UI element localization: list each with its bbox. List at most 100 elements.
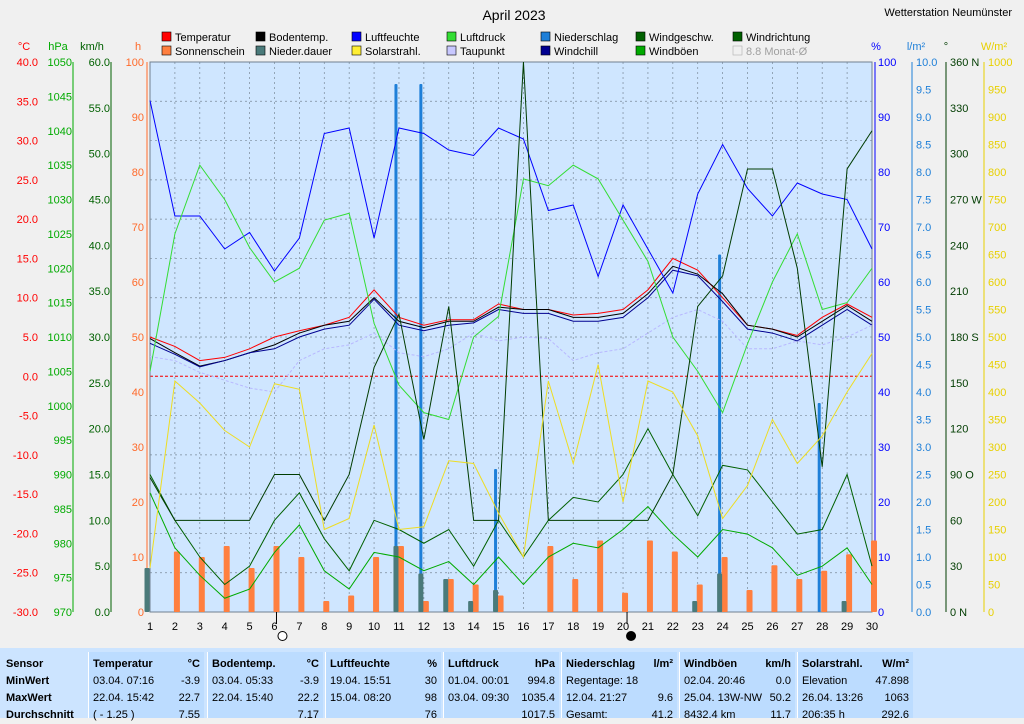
label-min: MinWert xyxy=(6,675,50,687)
sunshine-axis-label: h xyxy=(135,41,141,53)
wind-tick-label: 40.0 xyxy=(89,240,110,252)
stat-box-unit: l/m² xyxy=(653,658,673,670)
humidity-tick-label: 50 xyxy=(878,332,890,344)
humidity-tick-label: 20 xyxy=(878,497,890,509)
x-tick-label: 2 xyxy=(172,621,178,633)
stat-detail: 03.04. 07:16 xyxy=(93,675,155,687)
solar-tick-label: 600 xyxy=(988,277,1006,289)
temperature-tick-label: 20.0 xyxy=(17,214,38,226)
stat-row: 02.04. 20:46 0.0 xyxy=(684,673,791,690)
solar-tick-label: 0 xyxy=(988,607,994,619)
stat-detail: Elevation xyxy=(802,675,848,687)
stat-value: 7.55 xyxy=(178,709,200,721)
stat-box-4: Niederschlag l/m² Regentage: 18 12.04. 21:2… xyxy=(561,652,677,721)
x-tick-label: 12 xyxy=(418,621,430,633)
legend-label: 8.8 Monat-Ø xyxy=(746,46,808,58)
bar-sonnenschein xyxy=(796,579,803,612)
solar-axis-label: W/m² xyxy=(981,41,1008,53)
legend-label: Taupunkt xyxy=(460,46,505,58)
x-tick-label: 8 xyxy=(321,621,327,633)
stat-row: Elevation 47.898 xyxy=(802,673,909,690)
stat-value: 41.2 xyxy=(651,709,673,721)
wind-axis-label: km/h xyxy=(80,41,104,53)
pressure-tick-label: 1035 xyxy=(48,160,72,172)
bar-sonnenschein xyxy=(173,551,180,612)
solar-tick-label: 250 xyxy=(988,470,1006,482)
direction-tick-label: 150 xyxy=(950,378,968,390)
precip-tick-label: 0.5 xyxy=(916,580,931,592)
line-bodentemp xyxy=(149,265,873,367)
humidity-tick-label: 10 xyxy=(878,552,890,564)
stat-detail: 02.04. 20:46 xyxy=(684,675,746,687)
pressure-tick-label: 970 xyxy=(54,607,72,619)
bar-sonnenschein xyxy=(721,557,728,612)
stat-box-title: Niederschlag xyxy=(566,658,636,670)
wind-tick-label: 20.0 xyxy=(89,424,110,436)
legend-label: Windgeschw. xyxy=(649,32,714,44)
stat-box-6: Solarstrahl. W/m² Elevation 47.898 26.04. 13… xyxy=(797,652,913,721)
bar-sonnenschein xyxy=(373,557,380,612)
temperature-tick-label: 40.0 xyxy=(17,57,38,69)
humidity-tick-label: 30 xyxy=(878,442,890,454)
solar-tick-label: 750 xyxy=(988,195,1006,207)
weather-chart: April 2023 Wetterstation Neumünster °C40… xyxy=(12,7,1013,641)
line-windrichtung xyxy=(149,61,873,522)
x-tick-label: 9 xyxy=(346,621,352,633)
stat-value: 30 xyxy=(424,675,437,687)
temperature-tick-label: 0.0 xyxy=(23,371,38,383)
stat-box-unit: °C xyxy=(306,658,319,670)
x-tick-label: 26 xyxy=(766,621,778,633)
precip-tick-label: 2.5 xyxy=(916,470,931,482)
bar-sonnenschein xyxy=(746,590,753,612)
x-tick-label: 24 xyxy=(716,621,728,633)
stat-value: 7.17 xyxy=(297,709,319,721)
precip-tick-label: 9.5 xyxy=(916,85,931,97)
precip-tick-label: 9.0 xyxy=(916,112,931,124)
bar-sonnenschein xyxy=(846,554,853,612)
stat-row: 01.04. 00:01 994.8 xyxy=(448,673,555,690)
x-tick-label: 25 xyxy=(741,621,753,633)
stat-row: Regentage: 18 xyxy=(566,673,673,690)
solar-tick-label: 100 xyxy=(988,552,1006,564)
bar-sonnenschein xyxy=(323,601,330,612)
legend-swatch xyxy=(255,45,266,56)
stat-box-title: Temperatur xyxy=(93,658,153,670)
moon-full-icon xyxy=(277,631,288,641)
stat-box-header: Luftfeuchte% xyxy=(330,656,437,673)
x-tick-label: 6 xyxy=(271,621,277,633)
grid xyxy=(149,61,873,613)
solar-tick-label: 550 xyxy=(988,305,1006,317)
wind-tick-label: 15.0 xyxy=(89,470,110,482)
sunshine-tick-label: 100 xyxy=(126,57,144,69)
sunshine-tick-label: 0 xyxy=(138,607,144,619)
stat-row: 19.04. 15:51 30 xyxy=(330,673,437,690)
moon-phases xyxy=(275,612,637,641)
direction-tick-label: 90 O xyxy=(950,470,974,482)
stat-row: 03.04. 07:16 -3.9 xyxy=(93,673,200,690)
stat-box-header: Niederschlag l/m² xyxy=(566,656,673,673)
stat-detail: Gesamt: xyxy=(566,709,608,721)
stat-detail: 15.04. 08:20 xyxy=(330,692,392,704)
pressure-axis-label: hPa xyxy=(48,41,68,53)
bar-sonnenschein xyxy=(447,579,454,612)
stat-detail: 25.04. 13W-NW xyxy=(684,692,763,704)
solar-tick-label: 150 xyxy=(988,525,1006,537)
stat-value: -3.9 xyxy=(300,675,319,687)
stat-row: 03.04. 09:30 1035.4 xyxy=(448,690,555,707)
bar-sonnenschein xyxy=(597,540,604,612)
temperature-tick-label: -5.0 xyxy=(19,411,38,423)
solar-tick-label: 500 xyxy=(988,332,1006,344)
stat-box-title: Bodentemp. xyxy=(212,658,276,670)
sunshine-tick-label: 70 xyxy=(132,222,144,234)
legend-swatch xyxy=(732,45,743,56)
bar-sonnenschein xyxy=(497,595,504,612)
stat-box-header: Luftdruck hPa xyxy=(448,656,555,673)
sunshine-tick-label: 40 xyxy=(132,387,144,399)
sunshine-tick-label: 80 xyxy=(132,167,144,179)
x-tick-label: 13 xyxy=(443,621,455,633)
solar-tick-label: 850 xyxy=(988,140,1006,152)
legend-label: Luftfeuchte xyxy=(365,32,419,44)
temperature-tick-label: 35.0 xyxy=(17,96,38,108)
stat-box-header: Temperatur °C xyxy=(93,656,200,673)
bar-niederdauer xyxy=(841,601,847,612)
